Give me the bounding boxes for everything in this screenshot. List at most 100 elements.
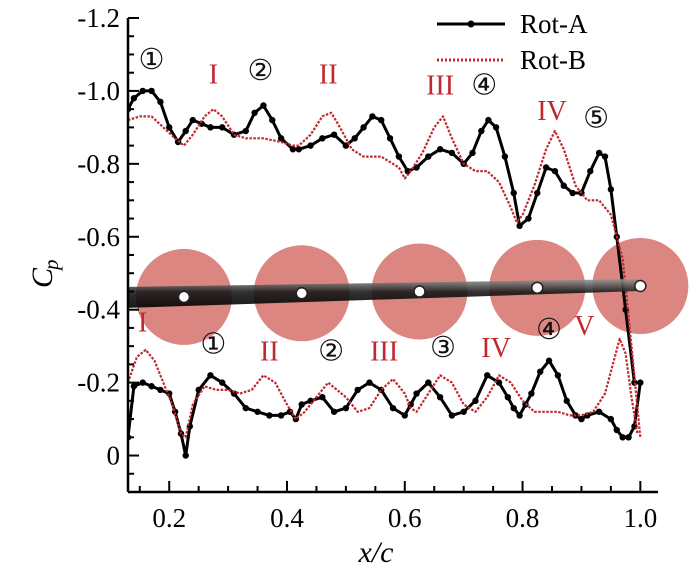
series-rot-a-lower-point xyxy=(545,357,553,364)
series-rot-a-lower-point xyxy=(342,404,350,412)
annotation-black-marker: ② xyxy=(248,55,274,87)
series-rot-a-lower-point xyxy=(504,394,512,401)
series-rot-a-lower-point xyxy=(472,397,479,405)
series-rot-a-lower-point xyxy=(563,397,570,405)
rotor-hub-1 xyxy=(177,290,191,304)
series-rot-a-upper-point xyxy=(130,95,138,102)
series-rot-a-upper-point xyxy=(569,189,576,197)
series-rot-a-lower-point xyxy=(619,434,626,441)
series-rot-a-lower-point xyxy=(537,368,544,375)
series-rot-a-lower-point xyxy=(516,412,523,419)
x-tick-label: 0.4 xyxy=(270,503,304,533)
axes: -1.2 -1.0 -0.8 -0.6 -0.4 -0.2 0 0.2 0.4 0.6 0.8 1.0 xyxy=(77,3,658,533)
annotation-black-marker: ② xyxy=(318,336,344,368)
series-rot-b-lower-line xyxy=(128,337,639,439)
series-rot-a-lower-point xyxy=(637,379,644,386)
annotation-black-marker: ① xyxy=(139,44,165,76)
series-rot-a-upper-point xyxy=(587,167,594,175)
annotation-red-marker: I xyxy=(138,308,147,339)
series-rot-a-lower-point xyxy=(510,404,517,412)
y-axis-title: C p xyxy=(26,260,63,289)
wing-blade-shape xyxy=(128,278,641,308)
series-rot-a-upper-point xyxy=(395,153,403,160)
series-rot-a-lower-point xyxy=(254,408,261,415)
series-rot-a-upper-point xyxy=(601,153,609,160)
series-rot-a-upper-point xyxy=(542,164,550,171)
series-rot-a-upper-point xyxy=(289,146,297,153)
series-rot-a-upper-point xyxy=(607,186,615,193)
annotation-black-marker: ③ xyxy=(430,332,456,364)
series-rot-a-upper-point xyxy=(378,116,385,124)
annotation-red-marker: V xyxy=(574,311,594,342)
series-rot-a-lower-point xyxy=(448,412,456,419)
x-tick-label: 0.2 xyxy=(152,503,186,533)
series-rot-a-upper-point xyxy=(595,149,603,157)
wing-blade xyxy=(128,278,641,308)
series-rot-a-upper-point xyxy=(166,124,173,131)
series-rot-a-upper-point xyxy=(139,87,146,95)
legend-label-rot-b: Rot-B xyxy=(520,45,586,75)
annotation-red-marker: III xyxy=(370,337,398,368)
series-rot-a-upper-point xyxy=(516,222,523,230)
x-axis-label: x/c xyxy=(358,536,394,569)
annotation-red-marker: IV xyxy=(481,333,511,364)
annotation-red-marker: IV xyxy=(537,96,567,127)
series-rot-a-upper-point xyxy=(510,189,517,197)
series-rot-a-upper-point xyxy=(386,135,394,142)
series-rot-a-lower-point xyxy=(413,390,420,397)
series-rot-a-upper-point xyxy=(330,131,338,138)
y-tick-label: -0.4 xyxy=(77,295,120,325)
series-rot-a-upper-point xyxy=(360,124,367,131)
series-rot-a-lower-point xyxy=(207,372,214,379)
series-rot-a-lower-point xyxy=(130,383,138,390)
series-rot-a-upper-point xyxy=(260,102,267,109)
annotation-red-marker: II xyxy=(260,337,279,368)
series-rot-a-upper-point xyxy=(277,135,285,142)
series-rot-a-lower-point xyxy=(148,383,155,390)
series-rot-a-upper-point xyxy=(436,146,444,153)
series-rot-a-upper-point xyxy=(295,146,302,153)
y-tick-label: -1.2 xyxy=(77,3,120,33)
series-rot-a-upper-point xyxy=(478,127,485,135)
series-rot-a-lower-point xyxy=(425,379,432,386)
series-rot-a-lower-point xyxy=(625,434,632,441)
series-rot-a-lower-point xyxy=(219,379,226,386)
series-rot-a-lower-point xyxy=(578,415,585,423)
series-rot-a-upper-point xyxy=(207,124,214,131)
series-rot-a-lower-line xyxy=(128,359,642,457)
series-rot-a-lower-point xyxy=(389,404,397,412)
series-rot-a-upper-point xyxy=(157,98,164,106)
rotor-hub-4 xyxy=(531,281,544,295)
series-rot-a-upper-point xyxy=(219,124,226,131)
annotation-red-marker: III xyxy=(426,71,454,102)
series-rot-a-lower-point xyxy=(613,426,620,434)
series-rot-a-upper-point xyxy=(369,113,376,120)
series-rot-a-lower-point xyxy=(595,408,603,415)
series-rot-a-upper-point xyxy=(425,153,432,160)
annotation-black-marker: ① xyxy=(200,328,226,360)
series-rot-a-upper-point xyxy=(189,116,196,124)
series-rot-a-lower-point xyxy=(366,379,373,386)
y-axis-label-sub: p xyxy=(39,260,63,273)
x-tick-label: 1.0 xyxy=(623,503,657,533)
series-rot-a-lower-point xyxy=(277,412,285,419)
series-rot-a-upper-point xyxy=(182,127,189,135)
series-rot-a-lower-point xyxy=(607,415,615,423)
series-rot-a-upper-point xyxy=(269,116,276,124)
annotation-red-marker: II xyxy=(319,60,338,91)
series-rot-a-upper-point xyxy=(534,189,541,197)
series-rot-a-upper-point xyxy=(469,149,476,157)
y-tick-label: -1.0 xyxy=(77,76,120,106)
y-axis-label-main: C xyxy=(26,267,59,288)
series-rot-a-lower-point xyxy=(182,452,189,459)
series-rot-a-upper-point xyxy=(251,109,258,117)
annotation-black-marker: ④ xyxy=(536,314,562,346)
legend: Rot-A Rot-B xyxy=(437,9,588,75)
series-rot-a-lower-point xyxy=(139,379,146,386)
series-rot-a-lower-point xyxy=(436,394,444,401)
rotor-hubs xyxy=(177,279,647,304)
annotation-black-marker: ⑤ xyxy=(583,102,609,134)
x-tick-label: 0.6 xyxy=(388,503,422,533)
series-rot-a-lower-point xyxy=(401,412,408,419)
